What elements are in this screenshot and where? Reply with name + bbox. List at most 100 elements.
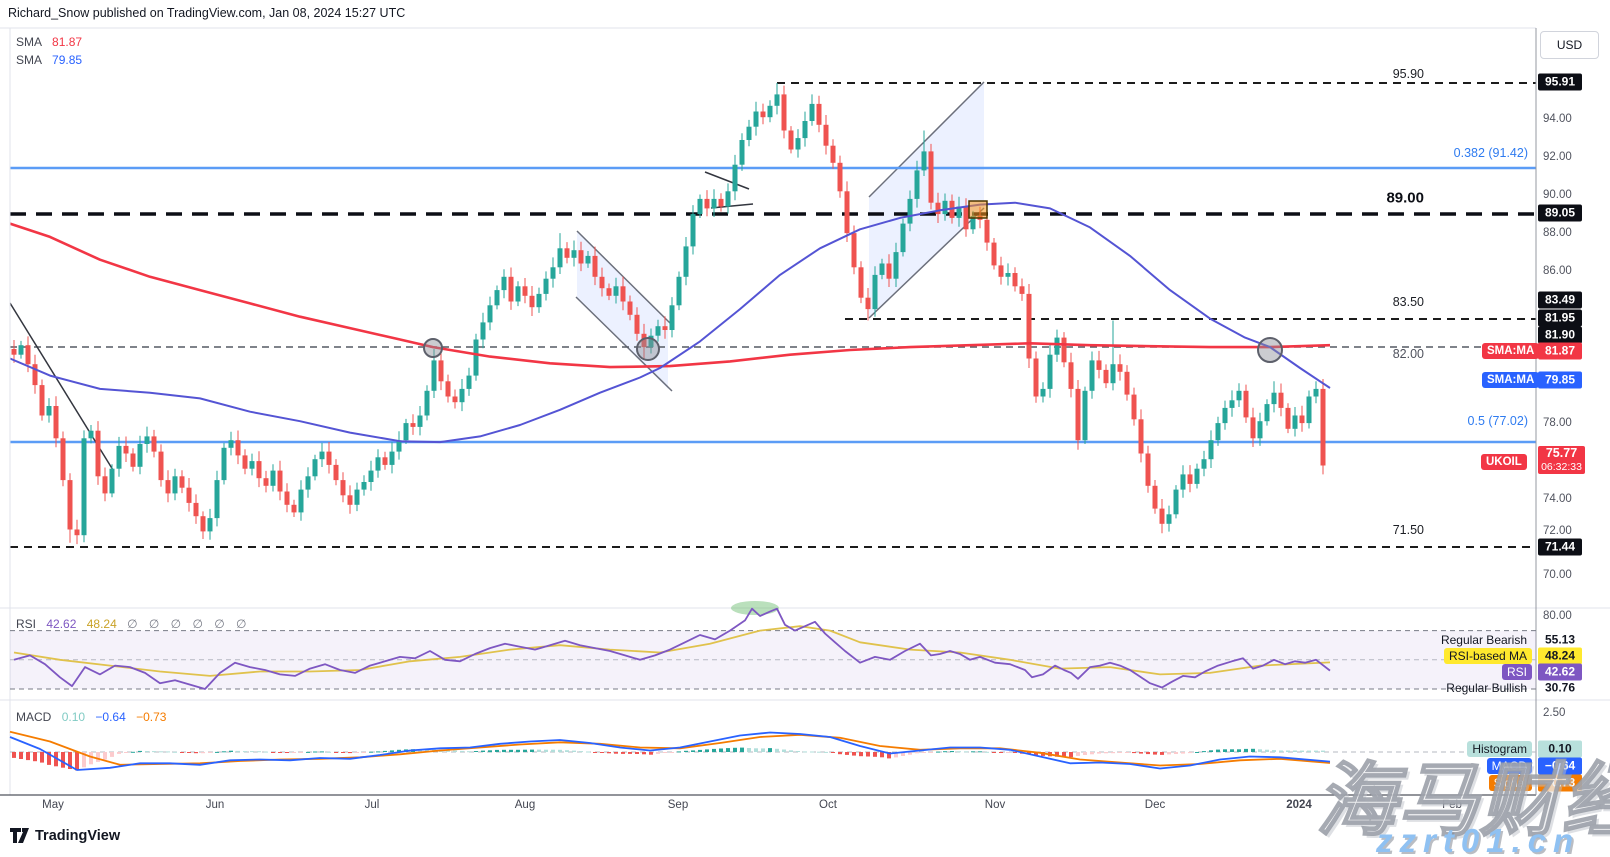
time-axis-label-2024[interactable]: 2024 xyxy=(1286,799,1312,811)
candle-body xyxy=(480,322,486,340)
macd-histogram-bar xyxy=(922,752,926,753)
macd-histogram-bar xyxy=(775,748,779,752)
macd-histogram-bar xyxy=(614,752,618,754)
sma-legend-row-1[interactable]: SMA 81.87 xyxy=(16,33,82,51)
candle-body xyxy=(88,430,94,439)
candle-body xyxy=(207,518,213,532)
macd-histogram-bar xyxy=(348,752,352,754)
macd-histogram-bar xyxy=(754,748,758,752)
candle-body xyxy=(942,200,948,215)
candle-body xyxy=(753,111,759,127)
candle-body xyxy=(249,461,255,469)
candle-body xyxy=(1173,489,1179,515)
macd-histogram-bar xyxy=(915,752,919,754)
candle-body xyxy=(893,252,899,279)
macd-histogram-bar xyxy=(971,751,975,753)
macd-histogram-bar xyxy=(572,750,576,752)
time-axis-label-Jun[interactable]: Jun xyxy=(205,799,225,811)
candle-body xyxy=(515,286,521,302)
candle-body xyxy=(522,286,528,296)
candle-body xyxy=(767,105,773,118)
candle-body xyxy=(746,126,752,140)
level-label-89.00: 89.00 xyxy=(1386,189,1424,207)
time-axis-label-Sep[interactable]: Sep xyxy=(667,799,689,811)
fib-label-0.5: 0.5 (77.02) xyxy=(1467,414,1528,428)
time-axis-label-Oct[interactable]: Oct xyxy=(819,799,837,811)
macd-histogram-bar xyxy=(831,752,835,753)
candle-body xyxy=(1166,514,1172,524)
macd-histogram-bar xyxy=(131,751,135,753)
candle-body xyxy=(1068,362,1074,389)
macd-histogram-bar xyxy=(964,751,968,753)
candle-body xyxy=(809,103,815,121)
tradingview-logo[interactable]: TradingView xyxy=(10,827,120,844)
candle-body xyxy=(858,267,864,298)
last-price-value: 75.77 xyxy=(1545,446,1578,460)
time-axis-label-May[interactable]: May xyxy=(42,799,64,811)
time-axis-label-Feb[interactable]: Feb xyxy=(1442,799,1462,811)
candle-body xyxy=(641,333,647,348)
candle-body xyxy=(32,364,38,386)
time-axis-label-Nov[interactable]: Nov xyxy=(984,799,1006,811)
ma-badge-label-1: SMA:MA xyxy=(1482,372,1540,388)
countdown-timer: 06:32:33 xyxy=(1541,461,1582,473)
candle-body xyxy=(214,480,220,519)
macd-histogram-bar xyxy=(740,747,744,752)
macd-histogram-bar xyxy=(1300,750,1304,752)
candle-body xyxy=(277,470,283,492)
candle-body xyxy=(270,470,276,486)
time-axis-label-Dec[interactable]: Dec xyxy=(1144,799,1166,811)
macd-histogram-bar xyxy=(1167,752,1171,755)
macd-histogram-bar xyxy=(628,752,632,754)
candle-body xyxy=(634,314,640,334)
macd-histogram-bar xyxy=(418,749,422,752)
macd-header[interactable]: MACD 0.10 −0.64 −0.73 xyxy=(16,710,173,724)
candle-body xyxy=(886,263,892,279)
macd-histogram-bar xyxy=(54,752,58,767)
ma-badge-label-0: SMA:MA xyxy=(1482,343,1540,359)
candle-body xyxy=(529,295,535,308)
candle-body xyxy=(109,468,115,494)
macd-histogram-bar xyxy=(1097,752,1101,754)
candle-body xyxy=(991,242,997,266)
candle-body xyxy=(396,440,402,452)
candle-body xyxy=(914,170,920,199)
indicator-row-label-signal: Signal xyxy=(1488,775,1532,791)
candle-body xyxy=(53,406,59,439)
candle-body xyxy=(1313,388,1319,397)
trendline-2 xyxy=(710,203,754,209)
channel-line-0-1 xyxy=(575,296,673,392)
macd-histogram-bar xyxy=(859,752,863,757)
currency-button[interactable]: USD xyxy=(1540,31,1599,59)
candle-body xyxy=(711,198,717,209)
candle-body xyxy=(46,406,52,416)
macd-histogram-bar xyxy=(397,749,401,752)
time-axis-label-Aug[interactable]: Aug xyxy=(514,799,536,811)
sma-legend-row-2[interactable]: SMA 79.85 xyxy=(16,51,82,69)
candle-body xyxy=(1208,440,1214,460)
time-axis-label-Jul[interactable]: Jul xyxy=(364,799,380,811)
candle-body xyxy=(865,297,871,310)
candle-body xyxy=(95,430,101,477)
candle-body xyxy=(690,214,696,247)
macd-histogram-bar xyxy=(1013,752,1017,753)
macd-histogram-bar xyxy=(362,752,366,753)
macd-histogram-bar xyxy=(887,752,891,759)
indicator-row-value-signal: −0.73 xyxy=(1538,774,1582,792)
candle-body xyxy=(508,276,514,302)
macd-histogram-bar xyxy=(488,750,492,753)
sma-red-line xyxy=(9,222,1331,369)
macd-line xyxy=(9,731,1331,771)
macd-histogram-bar xyxy=(376,751,380,753)
candle-body xyxy=(123,445,129,454)
candle-body xyxy=(347,495,353,505)
candle-body xyxy=(11,349,17,355)
sma1-label: SMA xyxy=(16,35,43,49)
candle-body xyxy=(1180,474,1186,490)
rsi-header[interactable]: RSI 42.62 48.24 ∅ ∅ ∅ ∅ ∅ ∅ xyxy=(16,617,258,631)
candle-body xyxy=(466,375,472,389)
macd-histogram-bar xyxy=(278,752,282,753)
candle-body xyxy=(998,265,1004,277)
